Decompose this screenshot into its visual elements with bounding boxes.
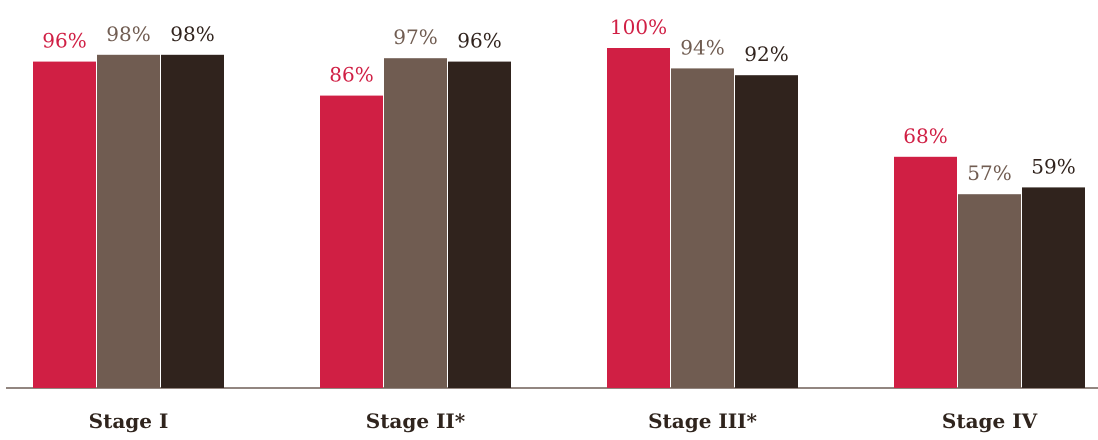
bar-stage-iii-series-3 [735, 75, 798, 388]
bar-stage-iv-series-3 [1022, 187, 1085, 388]
data-label-stage-iii-series-1: 100% [610, 15, 667, 39]
bar-stage-iv-series-2 [958, 194, 1021, 388]
bar-stage-ii-series-3 [448, 61, 511, 388]
bar-stage-iii-series-2 [671, 68, 734, 389]
x-tick-label-stage-ii: Stage II* [366, 409, 466, 433]
data-label-stage-iii-series-2: 94% [680, 35, 724, 59]
data-label-stage-i-series-1: 96% [42, 29, 86, 53]
data-label-stage-iii-series-3: 92% [744, 42, 788, 66]
bar-stage-iv-series-1 [894, 156, 957, 388]
data-label-stage-ii-series-1: 86% [329, 63, 373, 87]
x-tick-label-stage-iii: Stage III* [648, 409, 757, 433]
data-label-stage-i-series-3: 98% [170, 22, 214, 46]
data-label-stage-iv-series-2: 57% [967, 161, 1011, 185]
bar-stage-ii-series-2 [384, 58, 447, 388]
x-tick-label-stage-iv: Stage IV [942, 409, 1038, 433]
data-label-stage-iv-series-1: 68% [903, 124, 947, 148]
data-label-stage-ii-series-3: 96% [457, 29, 501, 53]
bar-stage-ii-series-1 [320, 95, 383, 388]
data-label-stage-iv-series-3: 59% [1031, 154, 1075, 178]
x-tick-label-stage-i: Stage I [89, 409, 169, 433]
bar-stage-i-series-3 [161, 54, 224, 389]
bar-stage-i-series-1 [33, 61, 96, 388]
data-label-stage-i-series-2: 98% [106, 22, 150, 46]
bar-stage-iii-series-1 [607, 48, 670, 388]
bar-stage-i-series-2 [97, 54, 160, 389]
data-label-stage-ii-series-2: 97% [393, 25, 437, 49]
